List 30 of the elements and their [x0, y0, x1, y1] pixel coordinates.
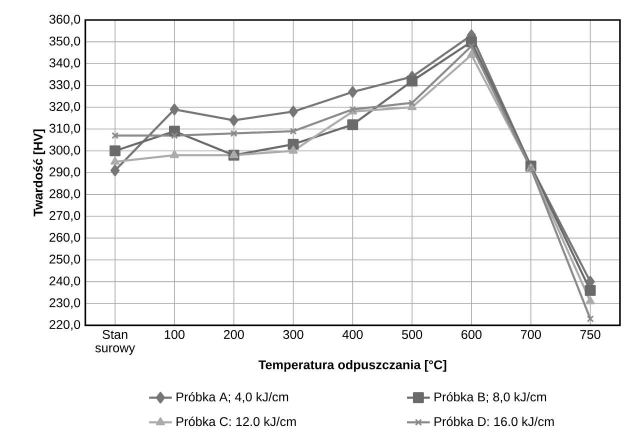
- x-tick-label: 200: [224, 330, 244, 339]
- y-tick-label: 280,0: [50, 189, 80, 200]
- legend-label: Próbka C: 12.0 kJ/cm: [176, 416, 296, 426]
- y-tick-label: 320,0: [49, 102, 80, 112]
- legend-label: Próbka B; 8,0 kJ/cm: [434, 392, 546, 403]
- y-axis-title: Twardość [HV]: [33, 129, 46, 216]
- y-tick-label: 300,0: [49, 145, 80, 156]
- y-tick-label: 260,0: [50, 232, 80, 244]
- x-tick-label: 500: [402, 330, 422, 339]
- x-tick-label: 700: [520, 330, 541, 339]
- x-tick-label: Stan surowy: [95, 330, 136, 355]
- x-axis-title: Temperatura odpuszczania [°C]: [258, 360, 446, 372]
- y-tick-label: 350,0: [49, 36, 80, 47]
- y-tick-label: 220,0: [50, 320, 80, 330]
- y-tick-label: 270,0: [50, 210, 80, 222]
- y-tick-label: 230,0: [50, 298, 80, 309]
- y-tick-label: 310,0: [49, 124, 80, 134]
- y-tick-label: 240,0: [50, 276, 80, 287]
- x-tick-label: 600: [462, 330, 482, 339]
- legend-label: Próbka D: 16.0 kJ/cm: [434, 416, 554, 426]
- x-tick-label: 750: [580, 330, 600, 339]
- x-tick-label: 100: [164, 330, 185, 339]
- y-tick-label: 330,0: [49, 80, 80, 91]
- x-tick-label: 400: [342, 330, 363, 339]
- y-tick-label: 360,0: [49, 14, 80, 26]
- legend-label: Próbka A; 4,0 kJ/cm: [176, 392, 288, 403]
- y-tick-label: 340,0: [49, 58, 80, 69]
- y-tick-label: 250,0: [50, 254, 80, 265]
- y-tick-label: 290,0: [50, 167, 80, 178]
- x-tick-label: 300: [283, 330, 304, 339]
